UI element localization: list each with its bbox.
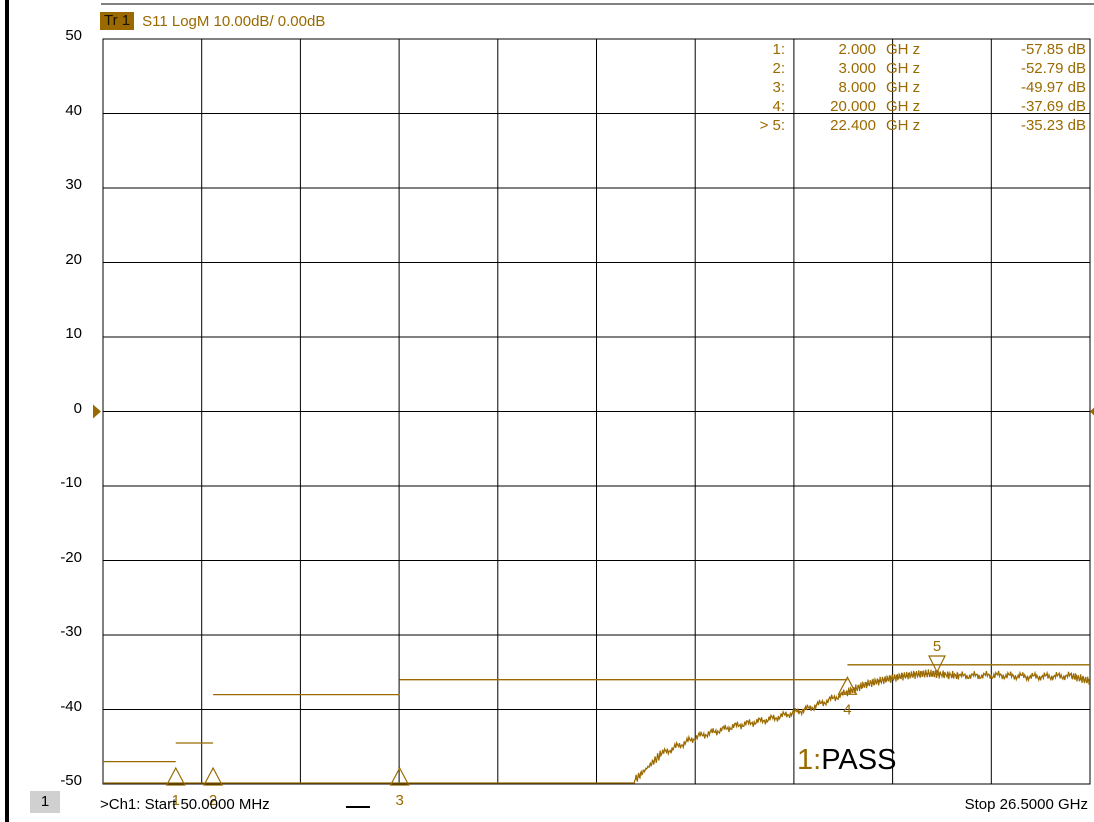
trace-header[interactable]: Tr 1 S11 LogM 10.00dB/ 0.00dB [100,12,325,30]
marker-unit: GH z [886,117,921,134]
y-tick-label: 10 [65,325,82,342]
marker-row: 4: 20.000 GH z -37.69 dB [700,98,1086,117]
channel-button[interactable]: 1 [30,791,60,813]
marker-frequency: 22.400 [830,117,876,134]
marker-triangle-icon [389,766,410,786]
marker-value: -57.85 dB [1020,41,1086,58]
y-tick-label: 40 [65,101,82,119]
y-tick-label: -30 [60,623,82,640]
marker-table: 1: 2.000 GH z -57.85 dB 2: 3.000 GH z -5… [700,41,1086,136]
marker-frequency: 8.000 [838,79,876,96]
y-tick-label: 30 [65,176,82,193]
y-tick-label: -20 [60,548,82,566]
marker-unit: GH z [886,60,921,77]
marker-triangle-icon [203,766,224,786]
marker-value: -35.23 dB [1020,117,1086,134]
marker-index: 1: [772,41,785,58]
marker-label: 5 [933,638,941,655]
channel-trace-line-icon [346,806,370,808]
trace-tag[interactable]: Tr 1 [100,12,135,30]
marker-triangle-icon [165,766,186,786]
marker-value: -37.69 dB [1020,98,1086,115]
marker-unit: GH z [886,79,921,96]
y-tick-label: 50 [65,27,82,44]
limit-test-status: 1:PASS [797,744,896,776]
marker-label: 3 [395,792,403,809]
marker-row: 3: 8.000 GH z -49.97 dB [700,79,1086,98]
y-tick-label: 20 [65,250,82,268]
marker-frequency: 2.000 [838,41,876,58]
marker-unit: GH z [886,98,921,115]
marker-triangle-icon [837,676,858,695]
marker-unit: GH z [886,41,921,58]
marker-row: 2: 3.000 GH z -52.79 dB [700,60,1086,79]
y-tick-label: 0 [73,399,82,417]
marker-row-active: > 5: 22.400 GH z -35.23 dB [700,117,1086,136]
marker-frequency: 20.000 [830,98,876,115]
marker-index: 4: [772,98,785,115]
trace-description[interactable]: S11 LogM 10.00dB/ 0.00dB [142,12,326,30]
y-tick-label: -50 [60,772,82,789]
y-tick-label: -10 [60,474,82,491]
limit-test-result: PASS [821,744,897,776]
marker-frequency: 3.000 [838,60,876,77]
footer-bar: 1 >Ch1: Start 50.0000 MHz Stop 26.5000 G… [0,786,1094,822]
marker-label: 1 [172,792,180,809]
marker-index: > 5: [759,117,785,134]
marker-label: 2 [209,792,217,809]
marker-triangle-icon [928,655,946,674]
marker-row: 1: 2.000 GH z -57.85 dB [700,41,1086,60]
marker-index: 2: [772,60,785,77]
trace-line [103,669,1091,784]
marker-label: 4 [843,701,851,718]
reference-level-arrow-icon [93,404,101,419]
reference-level-arrow-right-icon [1090,407,1094,416]
marker-index: 3: [772,79,785,96]
marker-value: -49.97 dB [1020,79,1086,96]
left-frame-bar [5,0,9,822]
stop-frequency-label[interactable]: Stop 26.5000 GHz [964,796,1088,813]
marker-value: -52.79 dB [1020,60,1086,77]
limit-test-number: 1: [797,744,822,776]
start-frequency-label[interactable]: >Ch1: Start 50.0000 MHz [100,796,270,813]
y-tick-label: -40 [60,697,82,715]
